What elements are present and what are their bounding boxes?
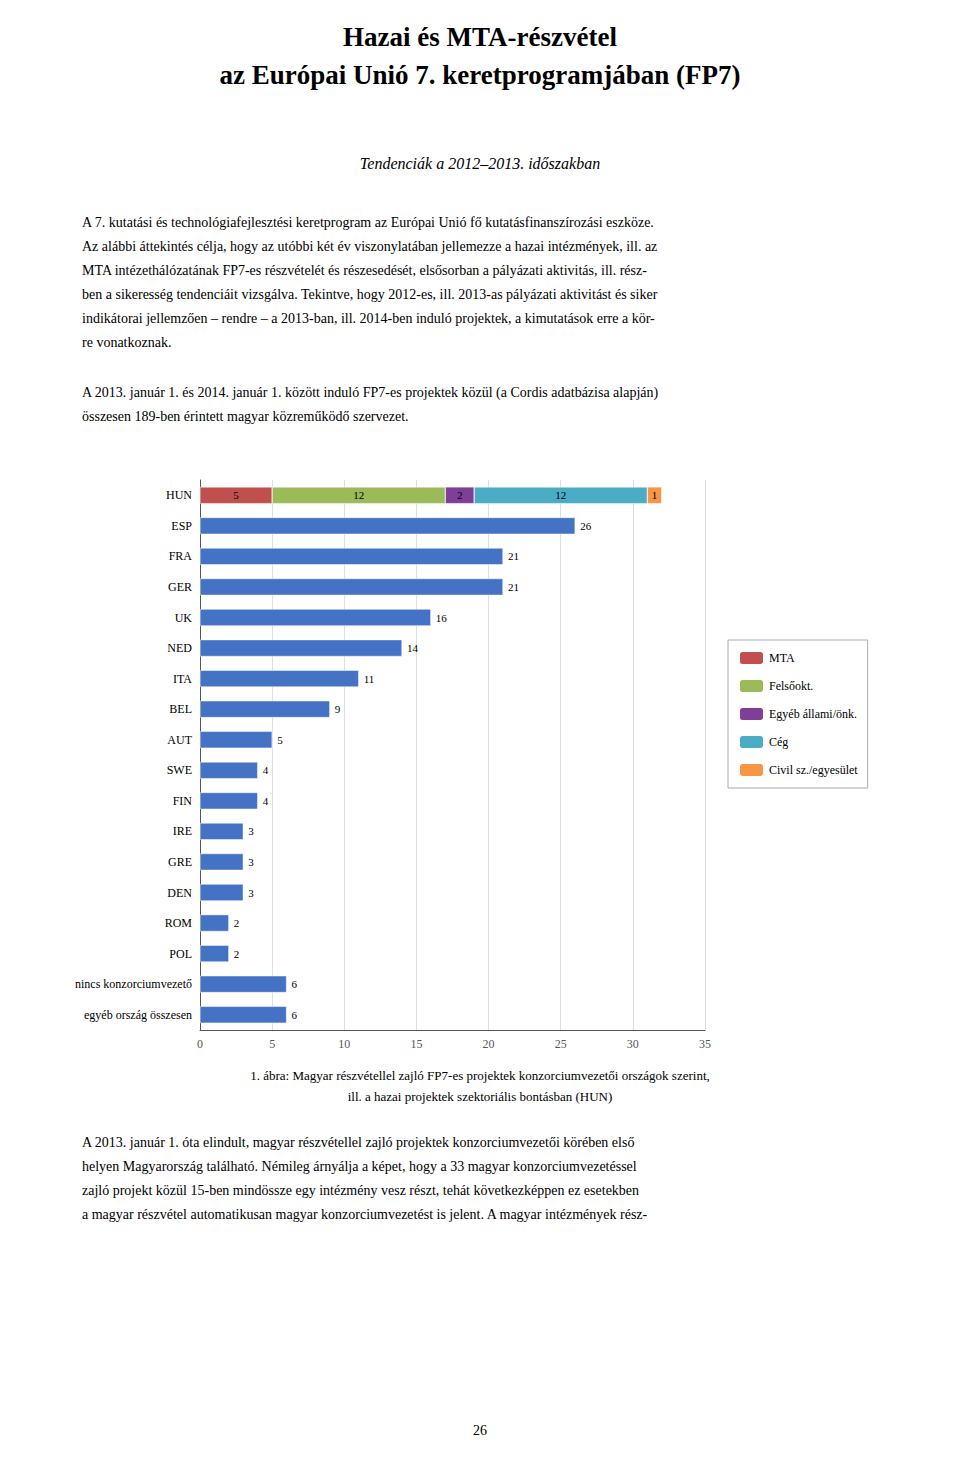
- svg-text:21: 21: [508, 581, 519, 593]
- svg-text:2: 2: [234, 917, 240, 929]
- svg-text:3: 3: [248, 887, 254, 899]
- svg-text:1. ábra: Magyar részvétellel z: 1. ábra: Magyar részvétellel zajló FP7-e…: [250, 1068, 710, 1083]
- svg-text:ROM: ROM: [165, 916, 193, 930]
- svg-text:Tendenciák a 2012–2013. idősza: Tendenciák a 2012–2013. időszakban: [360, 155, 600, 172]
- svg-text:re vonatkoznak.: re vonatkoznak.: [82, 335, 171, 350]
- svg-text:26: 26: [473, 1423, 487, 1438]
- svg-text:30: 30: [627, 1037, 639, 1051]
- svg-text:5: 5: [269, 1037, 275, 1051]
- svg-text:Egyéb állami/önk.: Egyéb állami/önk.: [769, 707, 857, 721]
- svg-text:indikátorai jellemzően – rendr: indikátorai jellemzően – rendre – a 2013…: [82, 311, 655, 326]
- svg-text:egyéb ország összesen: egyéb ország összesen: [84, 1008, 192, 1022]
- svg-text:4: 4: [263, 795, 269, 807]
- svg-text:15: 15: [410, 1037, 422, 1051]
- svg-text:Hazai és MTA-részvétel: Hazai és MTA-részvétel: [343, 22, 617, 52]
- svg-text:12: 12: [353, 489, 364, 501]
- svg-text:IRE: IRE: [173, 824, 192, 838]
- svg-text:5: 5: [277, 734, 283, 746]
- svg-text:GRE: GRE: [168, 855, 192, 869]
- svg-text:Felsőokt.: Felsőokt.: [769, 679, 813, 693]
- svg-text:HUN: HUN: [166, 488, 192, 502]
- svg-text:FRA: FRA: [169, 549, 193, 563]
- svg-text:ben a sikeresség tendenciáit v: ben a sikeresség tendenciáit vizsgálva. …: [82, 287, 658, 302]
- svg-text:az Európai Unió 7. keretprogra: az Európai Unió 7. keretprogramjában (FP…: [220, 60, 741, 90]
- svg-text:BEL: BEL: [169, 702, 192, 716]
- svg-text:0: 0: [197, 1037, 203, 1051]
- svg-text:A 2013. január 1. óta elindult: A 2013. január 1. óta elindult, magyar r…: [82, 1135, 634, 1150]
- svg-text:a magyar részvétel automatikus: a magyar részvétel automatikusan magyar …: [82, 1207, 648, 1222]
- svg-text:11: 11: [364, 673, 375, 685]
- svg-text:NED: NED: [167, 641, 192, 655]
- svg-text:DEN: DEN: [167, 886, 192, 900]
- svg-text:16: 16: [436, 612, 448, 624]
- svg-text:14: 14: [407, 642, 419, 654]
- svg-text:összesen 189-ben érintett magy: összesen 189-ben érintett magyar közremű…: [82, 409, 409, 424]
- svg-text:A 7. kutatási és technológiafe: A 7. kutatási és technológiafejlesztési …: [82, 215, 654, 230]
- svg-text:5: 5: [233, 489, 239, 501]
- svg-text:2: 2: [234, 948, 240, 960]
- svg-text:zajló projekt közül 15-ben min: zajló projekt közül 15-ben mindössze egy…: [82, 1183, 639, 1198]
- svg-text:Az alábbi áttekintés célja, ho: Az alábbi áttekintés célja, hogy az utób…: [82, 239, 657, 254]
- svg-text:2: 2: [457, 489, 463, 501]
- svg-text:10: 10: [338, 1037, 350, 1051]
- svg-text:25: 25: [555, 1037, 567, 1051]
- svg-text:GER: GER: [168, 580, 192, 594]
- svg-text:helyen Magyarország található.: helyen Magyarország található. Némileg á…: [82, 1159, 637, 1174]
- svg-text:9: 9: [335, 703, 341, 715]
- svg-text:POL: POL: [169, 947, 192, 961]
- svg-text:26: 26: [580, 520, 592, 532]
- svg-text:FIN: FIN: [173, 794, 193, 808]
- svg-text:6: 6: [292, 978, 298, 990]
- svg-text:12: 12: [555, 489, 566, 501]
- svg-text:SWE: SWE: [167, 763, 192, 777]
- svg-text:Cég: Cég: [769, 735, 788, 749]
- svg-text:ITA: ITA: [173, 672, 192, 686]
- svg-text:3: 3: [248, 856, 254, 868]
- svg-text:4: 4: [263, 764, 269, 776]
- svg-text:UK: UK: [175, 611, 193, 625]
- svg-text:21: 21: [508, 550, 519, 562]
- svg-text:20: 20: [483, 1037, 495, 1051]
- svg-text:3: 3: [248, 825, 254, 837]
- svg-text:MTA intézethálózatának FP7-es: MTA intézethálózatának FP7-es részvételé…: [82, 263, 647, 278]
- svg-text:nincs konzorciumvezető: nincs konzorciumvezető: [75, 977, 192, 991]
- svg-text:A 2013. január 1. és 2014. jan: A 2013. január 1. és 2014. január 1. köz…: [82, 385, 659, 401]
- svg-text:AUT: AUT: [167, 733, 192, 747]
- svg-text:MTA: MTA: [769, 651, 795, 665]
- svg-text:Civil sz./egyesület: Civil sz./egyesület: [769, 763, 858, 777]
- svg-text:ESP: ESP: [171, 519, 192, 533]
- svg-text:ill. a hazai projektek szektor: ill. a hazai projektek szektoriális bont…: [348, 1089, 613, 1104]
- svg-text:1: 1: [652, 489, 658, 501]
- svg-text:6: 6: [292, 1009, 298, 1021]
- svg-text:35: 35: [699, 1037, 711, 1051]
